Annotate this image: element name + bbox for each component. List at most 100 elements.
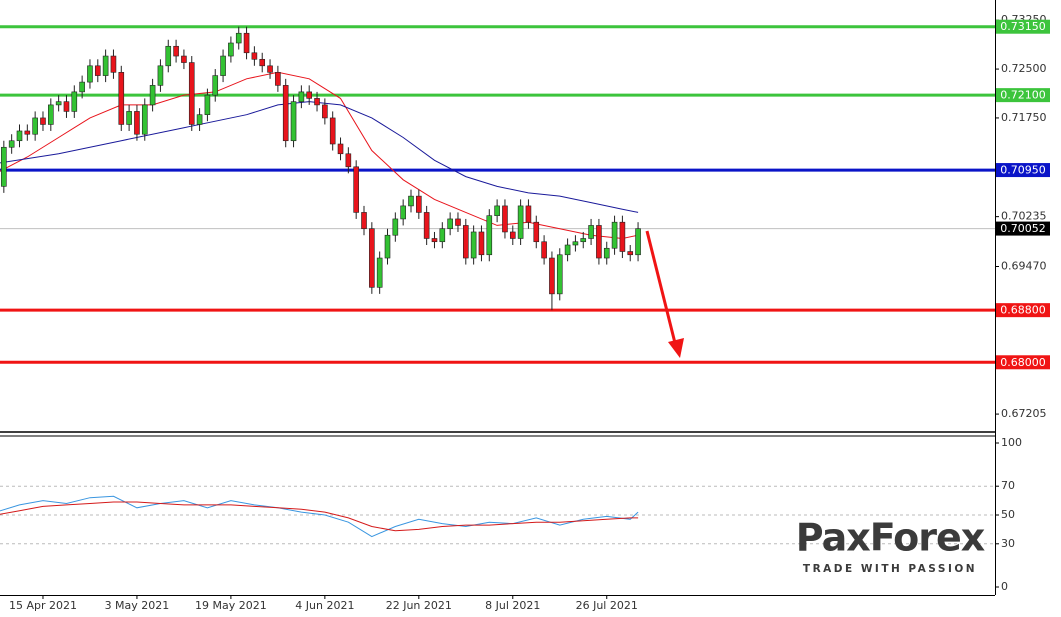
candle-body (259, 58, 266, 67)
osc-y-tick-label: 100 (1001, 436, 1022, 449)
candle-body (16, 130, 23, 142)
level-label-box (996, 88, 1050, 103)
candle-body (549, 257, 555, 295)
x-tick-label: 22 Jun 2021 (386, 599, 452, 612)
current-price-box (996, 221, 1050, 236)
candle-body (55, 101, 62, 106)
osc-y-tick-label: 0 (1001, 580, 1008, 593)
candle-body (63, 101, 70, 112)
level-label: 0.72100 (1000, 89, 1046, 102)
candle-body (400, 205, 406, 220)
candle-body (251, 52, 258, 60)
candle-body (517, 205, 524, 239)
x-tick-label: 4 Jun 2021 (295, 599, 354, 612)
y-tick-label: 0.71750 (1001, 111, 1047, 124)
osc-y-tick-label: 30 (1001, 537, 1015, 550)
candle-body (502, 205, 508, 233)
candle-body (32, 117, 38, 135)
candle-body (478, 231, 485, 256)
candle-body (290, 101, 297, 142)
y-tick-label: 0.69470 (1001, 259, 1047, 272)
candle-body (408, 195, 414, 207)
candle-body (322, 104, 328, 119)
candle-body (79, 81, 85, 93)
candle-body (345, 153, 352, 168)
candle-body (126, 111, 132, 125)
candle-body (580, 238, 587, 243)
candle-body (564, 244, 571, 256)
moving-average (0, 101, 639, 213)
level-label: 0.73150 (1000, 20, 1046, 33)
level-label-box (996, 163, 1050, 178)
candle-body (509, 231, 516, 239)
candle-body (243, 32, 250, 54)
candle-body (173, 45, 179, 57)
candle-body (282, 85, 289, 142)
candle-body (635, 228, 641, 256)
candle-body (486, 215, 493, 256)
x-tick-label: 15 Apr 2021 (9, 599, 77, 612)
candle-body (228, 42, 234, 57)
x-tick-label: 8 Jul 2021 (485, 599, 540, 612)
candle-body (588, 225, 594, 239)
candle-body (71, 91, 78, 112)
candle-body (525, 205, 532, 223)
candle-body (48, 104, 54, 125)
candle-body (455, 218, 461, 226)
candle-body (392, 218, 399, 236)
candle-body (572, 241, 579, 246)
level-label-box (996, 303, 1050, 318)
level-label: 0.68000 (1000, 356, 1046, 369)
candle-body (298, 91, 305, 102)
candle-body (165, 45, 172, 67)
candle-body (134, 111, 140, 135)
candle-body (627, 251, 634, 256)
candle-body (267, 65, 273, 73)
candle-body (462, 225, 469, 259)
candle-body (94, 65, 101, 76)
candle-body (470, 231, 477, 259)
y-tick-label: 0.67205 (1001, 407, 1047, 420)
forecast-arrow (645, 230, 684, 358)
candle-body (306, 91, 313, 99)
candle-body (141, 104, 148, 135)
candle-body (329, 117, 336, 145)
x-tick-label: 19 May 2021 (195, 599, 267, 612)
osc-y-tick-label: 70 (1001, 479, 1015, 492)
candle-body (439, 228, 446, 243)
oscillator-line (0, 495, 639, 538)
candle-body (87, 65, 93, 83)
candle-body (541, 241, 547, 259)
candle-body (384, 234, 391, 259)
candle-body (447, 218, 453, 230)
candle-body (188, 62, 195, 125)
osc-y-tick-label: 50 (1001, 508, 1015, 521)
candle-body (603, 247, 610, 259)
y-tick-label: 0.72500 (1001, 62, 1047, 75)
logo-name: PaxForex (796, 516, 985, 560)
candle-body (423, 212, 430, 239)
candle-body (533, 221, 540, 243)
candle-body (24, 130, 31, 135)
candle-body (361, 212, 367, 230)
level-label-box (996, 19, 1050, 34)
candle-body (220, 55, 226, 76)
candle-body (118, 72, 125, 125)
candle-body (110, 55, 117, 73)
level-label: 0.68800 (1000, 304, 1046, 317)
y-tick-label: 0.70235 (1001, 210, 1047, 223)
candle-body (149, 85, 156, 106)
candle-body (376, 257, 383, 288)
x-tick-label: 3 May 2021 (105, 599, 170, 612)
candle-body (619, 221, 626, 252)
level-label: 0.70950 (1000, 164, 1046, 177)
candle-body (8, 140, 15, 148)
candle-body (596, 225, 602, 259)
oscillator-line (0, 501, 639, 532)
candle-body (556, 254, 563, 295)
candle-body (369, 228, 375, 288)
logo-tagline: TRADE WITH PASSION (803, 563, 977, 575)
candle-body (314, 98, 320, 106)
